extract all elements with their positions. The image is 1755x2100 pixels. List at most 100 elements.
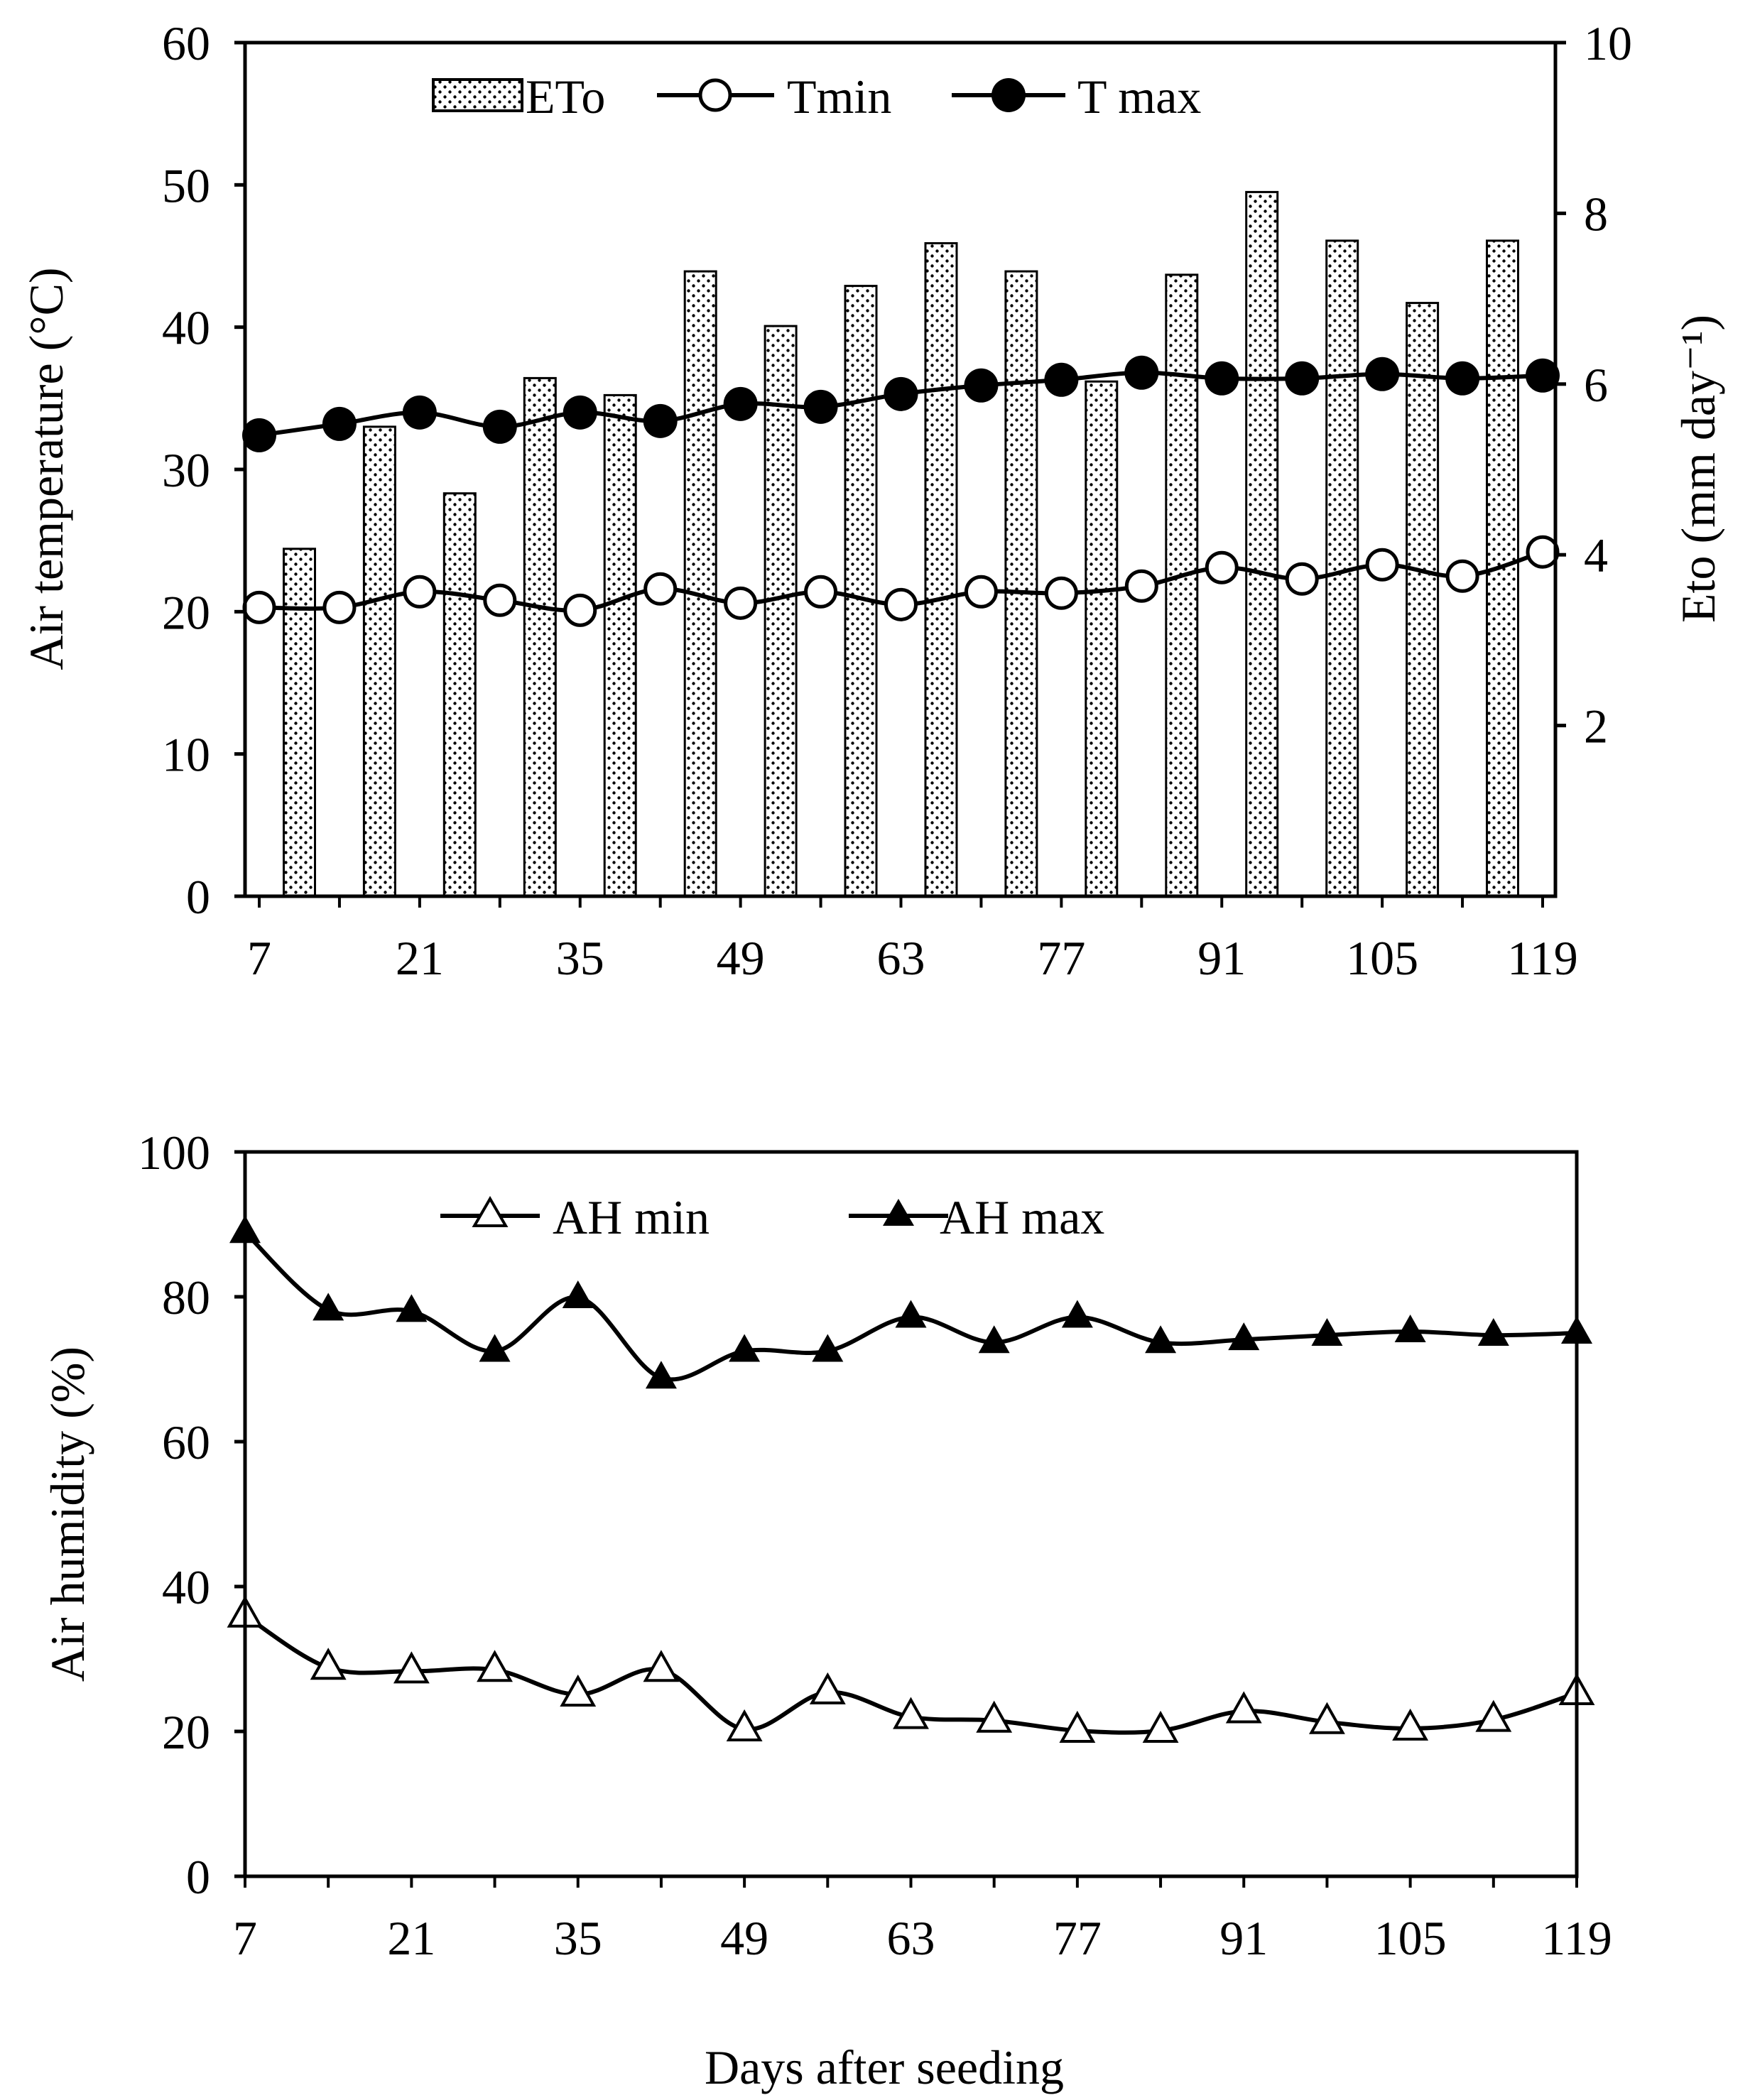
ah-max-marker xyxy=(1061,1300,1093,1328)
x-axis-ticks: 7 21 35 49 63 77 91 105 119 xyxy=(233,1876,1612,1965)
ah-min-marker xyxy=(1225,1691,1262,1724)
legend-ah-min-label: AH min xyxy=(553,1190,710,1244)
y-tick-label: 20 xyxy=(162,585,210,639)
tmin-marker xyxy=(643,572,678,606)
y2-tick-label: 10 xyxy=(1584,16,1632,70)
t-max-marker xyxy=(1205,361,1239,396)
tmin-marker xyxy=(1285,562,1319,596)
x-tick-label: 35 xyxy=(554,1911,602,1965)
eto-bar xyxy=(283,548,316,898)
t-max-marker xyxy=(884,376,918,411)
ah-max-marker xyxy=(1394,1314,1426,1342)
y-tick-label: 30 xyxy=(162,443,210,497)
y-tick-label: 40 xyxy=(162,1560,210,1614)
ah-max-marker xyxy=(1228,1322,1260,1351)
ah-min-markers xyxy=(227,1595,1595,1743)
x-tick-label: 63 xyxy=(877,931,925,985)
y2-tick-label: 2 xyxy=(1584,700,1608,754)
tmin-marker xyxy=(1445,559,1479,593)
plot-frame xyxy=(243,40,1558,898)
left-y-axis-ticks: 0 10 20 30 40 50 60 xyxy=(162,16,245,924)
x-tick-label: 119 xyxy=(1507,931,1577,985)
temperature-chart: 0 10 20 30 40 50 60 2 4 6 8 10 7 21 35 49 63 77 91 105 119… xyxy=(19,16,1725,985)
ah-min-marker xyxy=(1059,1710,1096,1743)
ah-min-line-group xyxy=(227,1595,1595,1743)
tmin-marker xyxy=(964,575,998,609)
y-axis-title: Air humidity (%) xyxy=(40,1346,94,1682)
tmin-marker xyxy=(884,587,918,621)
tmin-marker xyxy=(1365,548,1399,582)
ah-min-marker xyxy=(477,1650,513,1682)
tmin-marker xyxy=(403,575,437,609)
plot-frame xyxy=(243,1150,1579,1878)
eto-bar xyxy=(844,285,878,898)
ah-min-marker xyxy=(393,1651,430,1684)
y-tick-label: 10 xyxy=(162,728,210,782)
y-tick-label: 40 xyxy=(162,301,210,355)
ah-min-marker xyxy=(1475,1699,1512,1732)
x-axis-title: Days after seeding xyxy=(705,2040,1064,2094)
t-max-marker xyxy=(1124,355,1159,390)
tmin-marker xyxy=(322,590,357,624)
eto-bar xyxy=(1165,273,1199,898)
tmin-marker xyxy=(1526,535,1560,569)
eto-bar xyxy=(362,425,396,898)
ah-min-marker xyxy=(1142,1710,1179,1743)
legend-ah-max-label: AH max xyxy=(940,1190,1104,1244)
eto-bar xyxy=(764,325,798,898)
x-tick-label: 21 xyxy=(387,1911,435,1965)
y-tick-label: 80 xyxy=(162,1271,210,1324)
legend-eto-label: ETo xyxy=(526,70,605,124)
x-tick-label: 119 xyxy=(1541,1911,1612,1965)
x-tick-label: 49 xyxy=(717,931,765,985)
x-tick-label: 63 xyxy=(887,1911,935,1965)
eto-bar xyxy=(924,242,958,898)
ah-min-marker xyxy=(976,1700,1013,1733)
x-tick-label: 105 xyxy=(1374,1911,1447,1965)
x-tick-label: 77 xyxy=(1053,1911,1102,1965)
t-max-marker xyxy=(1365,357,1400,391)
legend-eto-swatch xyxy=(432,78,523,112)
t-max-marker xyxy=(1445,361,1480,396)
ah-max-marker xyxy=(1477,1318,1509,1346)
tmax-line-group xyxy=(242,355,1560,452)
x-tick-label: 91 xyxy=(1197,931,1246,985)
x-tick-label: 35 xyxy=(556,931,604,985)
ah-max-markers xyxy=(229,1215,1592,1389)
eto-bar xyxy=(603,393,637,898)
t-max-marker xyxy=(242,418,276,452)
ah-min-marker xyxy=(310,1648,347,1680)
ah-max-marker xyxy=(895,1300,927,1328)
ah-max-marker xyxy=(1145,1325,1177,1354)
ah-max-line-group xyxy=(229,1215,1592,1389)
tmin-marker xyxy=(1044,576,1078,610)
t-max-marker xyxy=(803,389,838,424)
x-tick-label: 7 xyxy=(247,931,271,985)
ah-min-marker xyxy=(809,1672,846,1704)
x-tick-label: 91 xyxy=(1219,1911,1268,1965)
x-axis-ticks: 7 21 35 49 63 77 91 105 119 xyxy=(247,896,1578,985)
y2-tick-label: 4 xyxy=(1584,528,1608,582)
t-max-marker xyxy=(563,395,597,430)
ah-min-marker xyxy=(1309,1702,1345,1734)
t-max-marker xyxy=(643,403,678,438)
legend-ah-min-marker xyxy=(472,1196,509,1227)
ah-min-marker xyxy=(893,1697,929,1729)
tmin-marker xyxy=(242,590,276,624)
legend-tmin-marker xyxy=(698,78,732,112)
eto-bar xyxy=(683,270,717,898)
ah-min-marker xyxy=(643,1650,680,1682)
ah-min-marker xyxy=(560,1674,597,1707)
right-y-axis-ticks: 2 4 6 8 10 xyxy=(1555,16,1632,754)
ah-max-marker xyxy=(562,1280,594,1309)
humidity-chart: 0 20 40 60 80 100 7 21 35 49 63 77 91 105 119 Air hum… xyxy=(40,1126,1612,2094)
y2-tick-label: 6 xyxy=(1584,358,1608,412)
x-tick-label: 105 xyxy=(1346,931,1418,985)
tmin-line-group xyxy=(242,535,1560,627)
ah-min-marker xyxy=(1392,1708,1429,1741)
legend: AH min AH max xyxy=(440,1190,1104,1244)
legend-tmax-label: T max xyxy=(1077,70,1201,124)
eto-bar xyxy=(1085,380,1119,898)
left-y-axis-title: Air temperature (°C) xyxy=(19,267,73,670)
